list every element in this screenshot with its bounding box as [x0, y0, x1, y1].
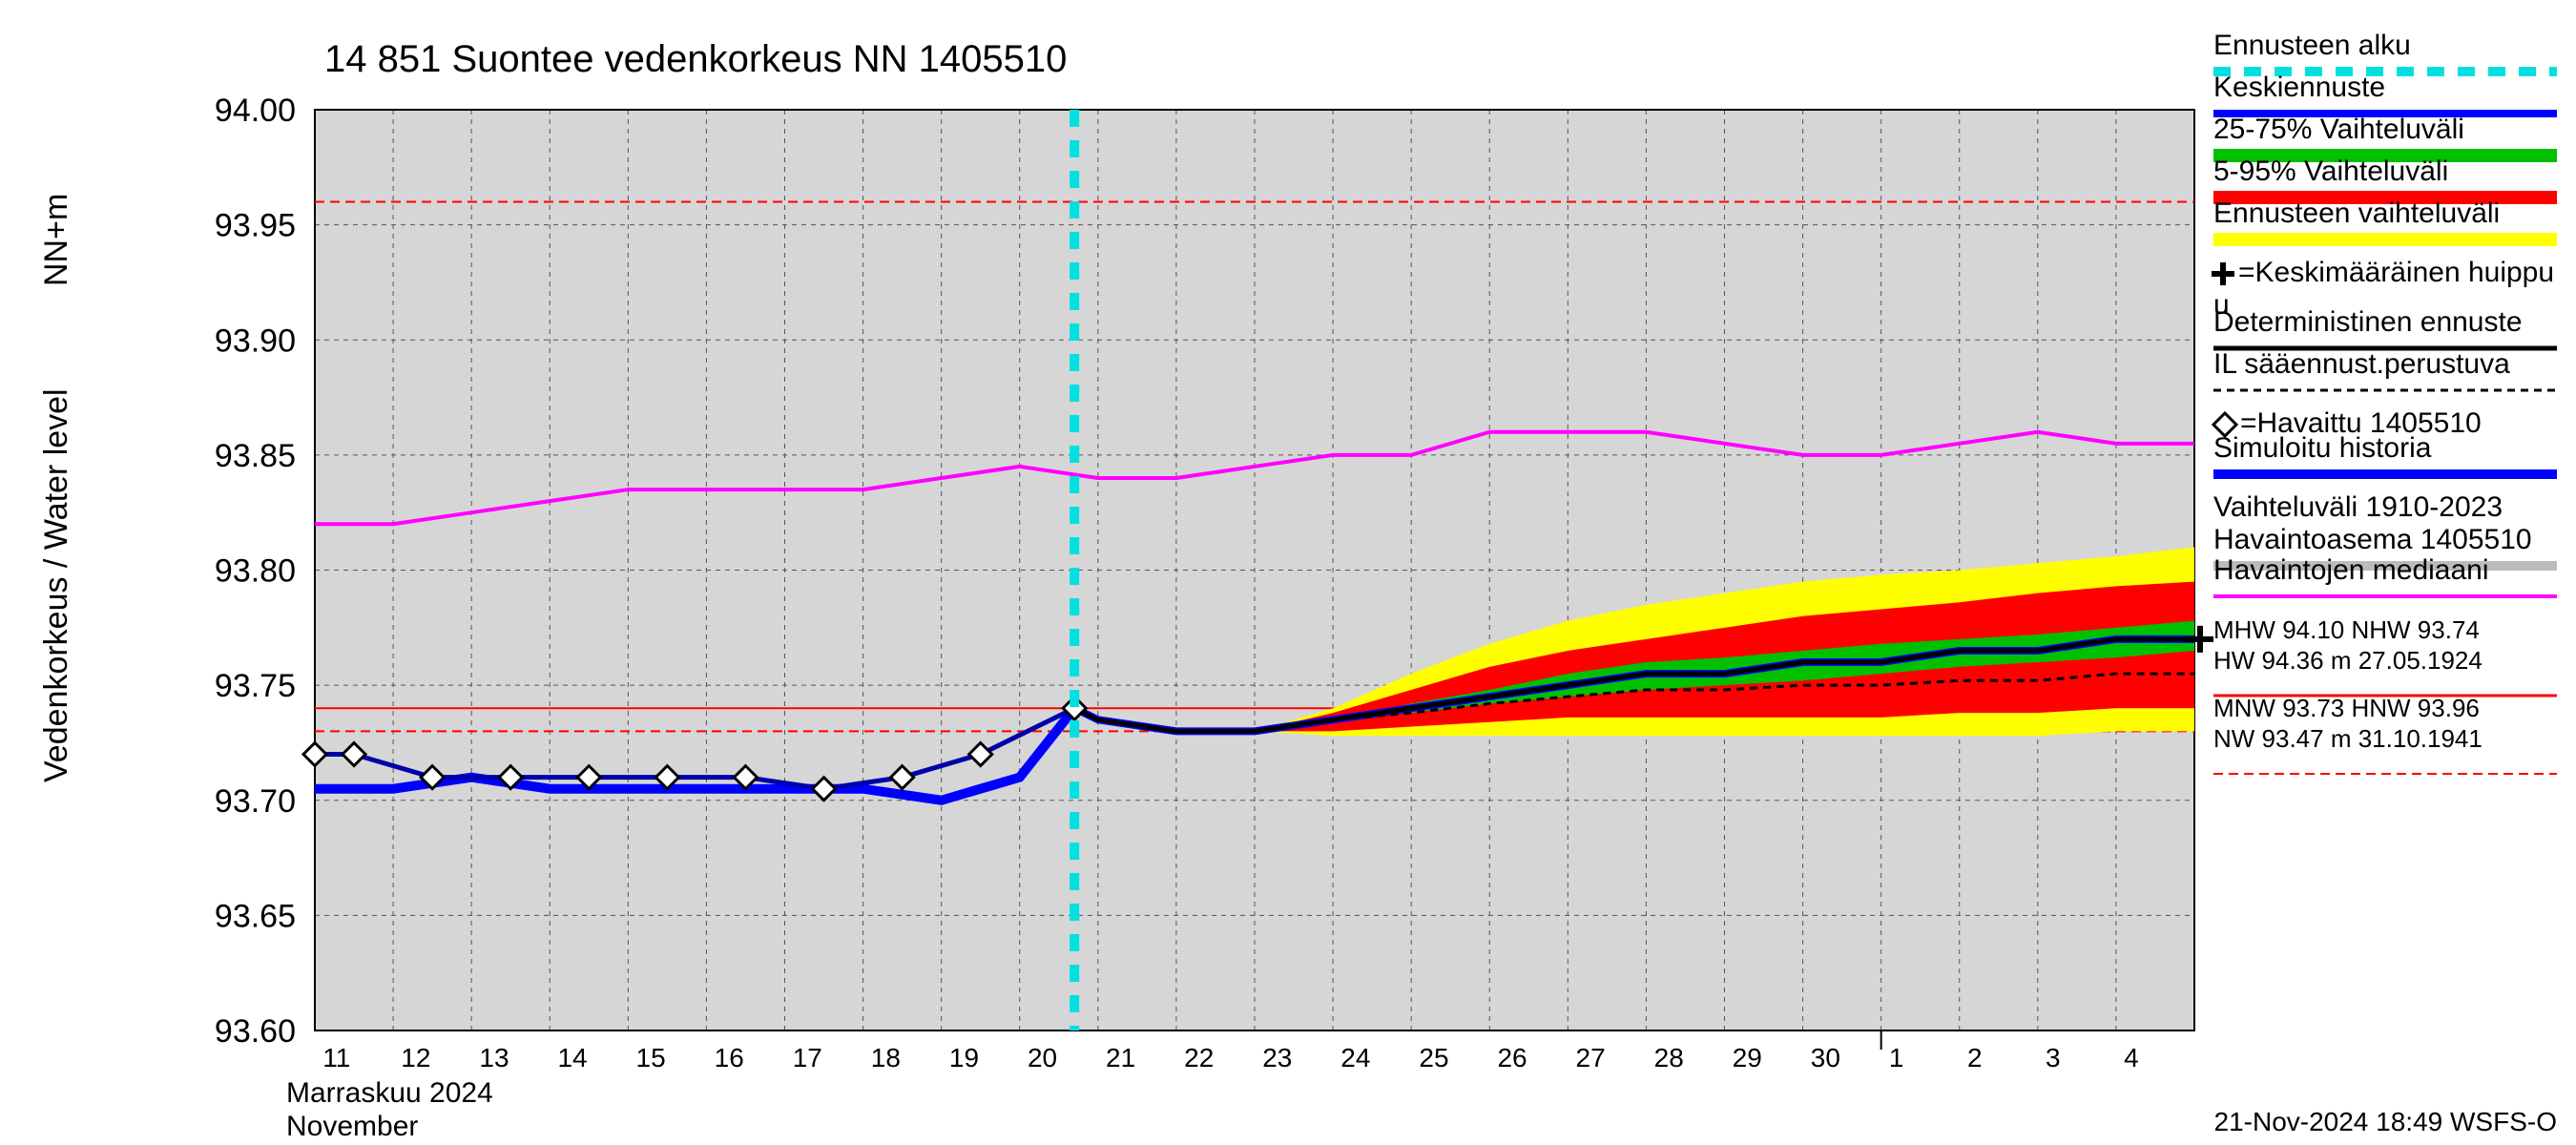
y-tick-label: 93.70 — [215, 783, 296, 820]
legend-il: IL sääennust.perustuva — [2213, 348, 2510, 380]
legend-obs-median: Havaintojen mediaani — [2213, 554, 2489, 586]
x-tick-label: 12 — [401, 1043, 430, 1072]
x-tick-label: 22 — [1184, 1043, 1214, 1072]
x-tick-label: 21 — [1106, 1043, 1135, 1072]
y-tick-label: 93.60 — [215, 1013, 296, 1050]
x-tick-label: 17 — [793, 1043, 822, 1072]
y-axis-label-1: Vedenkorkeus / Water level — [38, 388, 74, 782]
legend-mean-forecast: Keskiennuste — [2213, 72, 2385, 103]
legend-range-25-75: 25-75% Vaihteluväli — [2213, 114, 2464, 145]
x-tick-label: 29 — [1733, 1043, 1762, 1072]
legend-mnw1: MNW 93.73 HNW 93.96 — [2213, 694, 2480, 722]
x-tick-label: 25 — [1419, 1043, 1448, 1072]
y-tick-label: 94.00 — [215, 93, 296, 129]
x-tick-label: 15 — [636, 1043, 666, 1072]
legend-sim-history: Simuloitu historia — [2213, 432, 2432, 464]
footer-timestamp: 21-Nov-2024 18:49 WSFS-O — [2214, 1107, 2558, 1136]
x-tick-label: 19 — [949, 1043, 979, 1072]
legend-forecast-range: Ennusteen vaihteluväli — [2213, 198, 2500, 229]
chart-container: 14 851 Suontee vedenkorkeus NN 1405510 94… — [0, 0, 2576, 1145]
x-tick-label: 18 — [871, 1043, 901, 1072]
x-tick-label: 1 — [1889, 1043, 1904, 1072]
x-tick-label: 30 — [1811, 1043, 1840, 1072]
x-tick-label: 4 — [2124, 1043, 2139, 1072]
legend-hw: HW 94.36 m 27.05.1924 — [2213, 646, 2483, 675]
y-axis-label-2: NN+m — [38, 194, 74, 286]
x-tick-label: 27 — [1576, 1043, 1606, 1072]
legend-nw: NW 93.47 m 31.10.1941 — [2213, 724, 2483, 753]
legend-forecast-start: Ennusteen alku — [2213, 30, 2411, 61]
y-tick-label: 93.95 — [215, 208, 296, 244]
legend-mhw1: MHW 94.10 NHW 93.74 — [2213, 615, 2480, 644]
x-tick-label: 2 — [1967, 1043, 1983, 1072]
x-tick-label: 20 — [1028, 1043, 1057, 1072]
chart-svg: 14 851 Suontee vedenkorkeus NN 1405510 94… — [0, 0, 2576, 1145]
y-tick-label: 93.90 — [215, 323, 296, 359]
x-tick-label: 16 — [715, 1043, 744, 1072]
x-tick-label: 3 — [2046, 1043, 2061, 1072]
legend-obs-station: Havaintoasema 1405510 — [2213, 524, 2532, 555]
chart-title: 14 851 Suontee vedenkorkeus NN 1405510 — [324, 38, 1067, 80]
y-tick-label: 93.75 — [215, 668, 296, 704]
x-month-en: November — [286, 1111, 418, 1142]
legend-range-years: Vaihteluväli 1910-2023 — [2213, 491, 2503, 523]
y-tick-label: 93.85 — [215, 438, 296, 474]
legend-deterministic: Deterministinen ennuste — [2213, 306, 2523, 338]
x-month-fi: Marraskuu 2024 — [286, 1077, 493, 1109]
x-tick-label: 13 — [479, 1043, 509, 1072]
x-tick-label: 28 — [1654, 1043, 1684, 1072]
x-tick-label: 23 — [1262, 1043, 1292, 1072]
legend-avg-peak: =Keskimääräinen huippu — [2238, 257, 2554, 288]
x-tick-label: 26 — [1497, 1043, 1527, 1072]
y-tick-label: 93.80 — [215, 553, 296, 590]
legend-range-5-95: 5-95% Vaihteluväli — [2213, 156, 2448, 187]
y-tick-label: 93.65 — [215, 898, 296, 934]
x-tick-label: 24 — [1340, 1043, 1370, 1072]
x-tick-label: 11 — [322, 1043, 350, 1072]
x-tick-label: 14 — [557, 1043, 587, 1072]
